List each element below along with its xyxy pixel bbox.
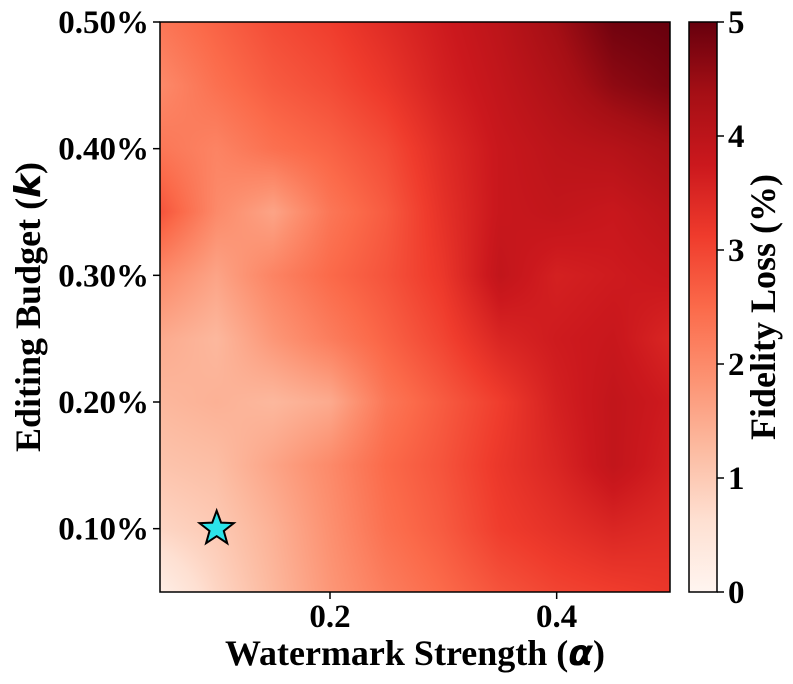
heatmap-area xyxy=(160,22,670,592)
plot-frame xyxy=(159,21,671,593)
colorbar-tick-label: 3 xyxy=(728,233,745,269)
colorbar-label: Fidelity Loss (%) xyxy=(743,174,783,440)
y-tick-label: 0.10% xyxy=(58,512,149,548)
y-tick-label: 0.50% xyxy=(58,5,149,41)
colorbar-frame xyxy=(688,21,718,593)
colorbar-tick-label: 0 xyxy=(728,575,745,611)
colorbar-ticks: 0 1 2 3 4 5 xyxy=(717,5,745,611)
y-tick-label: 0.40% xyxy=(58,132,149,168)
x-axis-ticks: 0.2 0.4 xyxy=(309,592,577,635)
heatmap-cells xyxy=(160,22,670,592)
colorbar-tick-label: 5 xyxy=(728,5,745,41)
best-config-star-marker xyxy=(196,507,237,546)
colorbar-tick-label: 1 xyxy=(728,461,745,497)
x-tick-label: 0.4 xyxy=(536,599,577,635)
y-axis-ticks: 0.10% 0.20% 0.30% 0.40% 0.50% xyxy=(58,5,160,548)
colorbar-tick-label: 2 xyxy=(728,347,745,383)
x-axis-title: Watermark Strength (α) xyxy=(225,633,605,674)
x-axis-symbol: α xyxy=(568,633,593,674)
x-tick-label: 0.2 xyxy=(309,599,350,635)
colorbar-gradient xyxy=(689,22,717,592)
y-tick-label: 0.20% xyxy=(58,385,149,421)
colorbar: 0 1 2 3 4 5 Fidelity Loss (%) xyxy=(688,5,783,611)
colorbar-tick-label: 4 xyxy=(728,119,745,155)
y-axis-symbol: k xyxy=(8,172,49,198)
y-tick-label: 0.30% xyxy=(58,258,149,294)
y-axis-title: Editing Budget (k) xyxy=(8,162,49,452)
